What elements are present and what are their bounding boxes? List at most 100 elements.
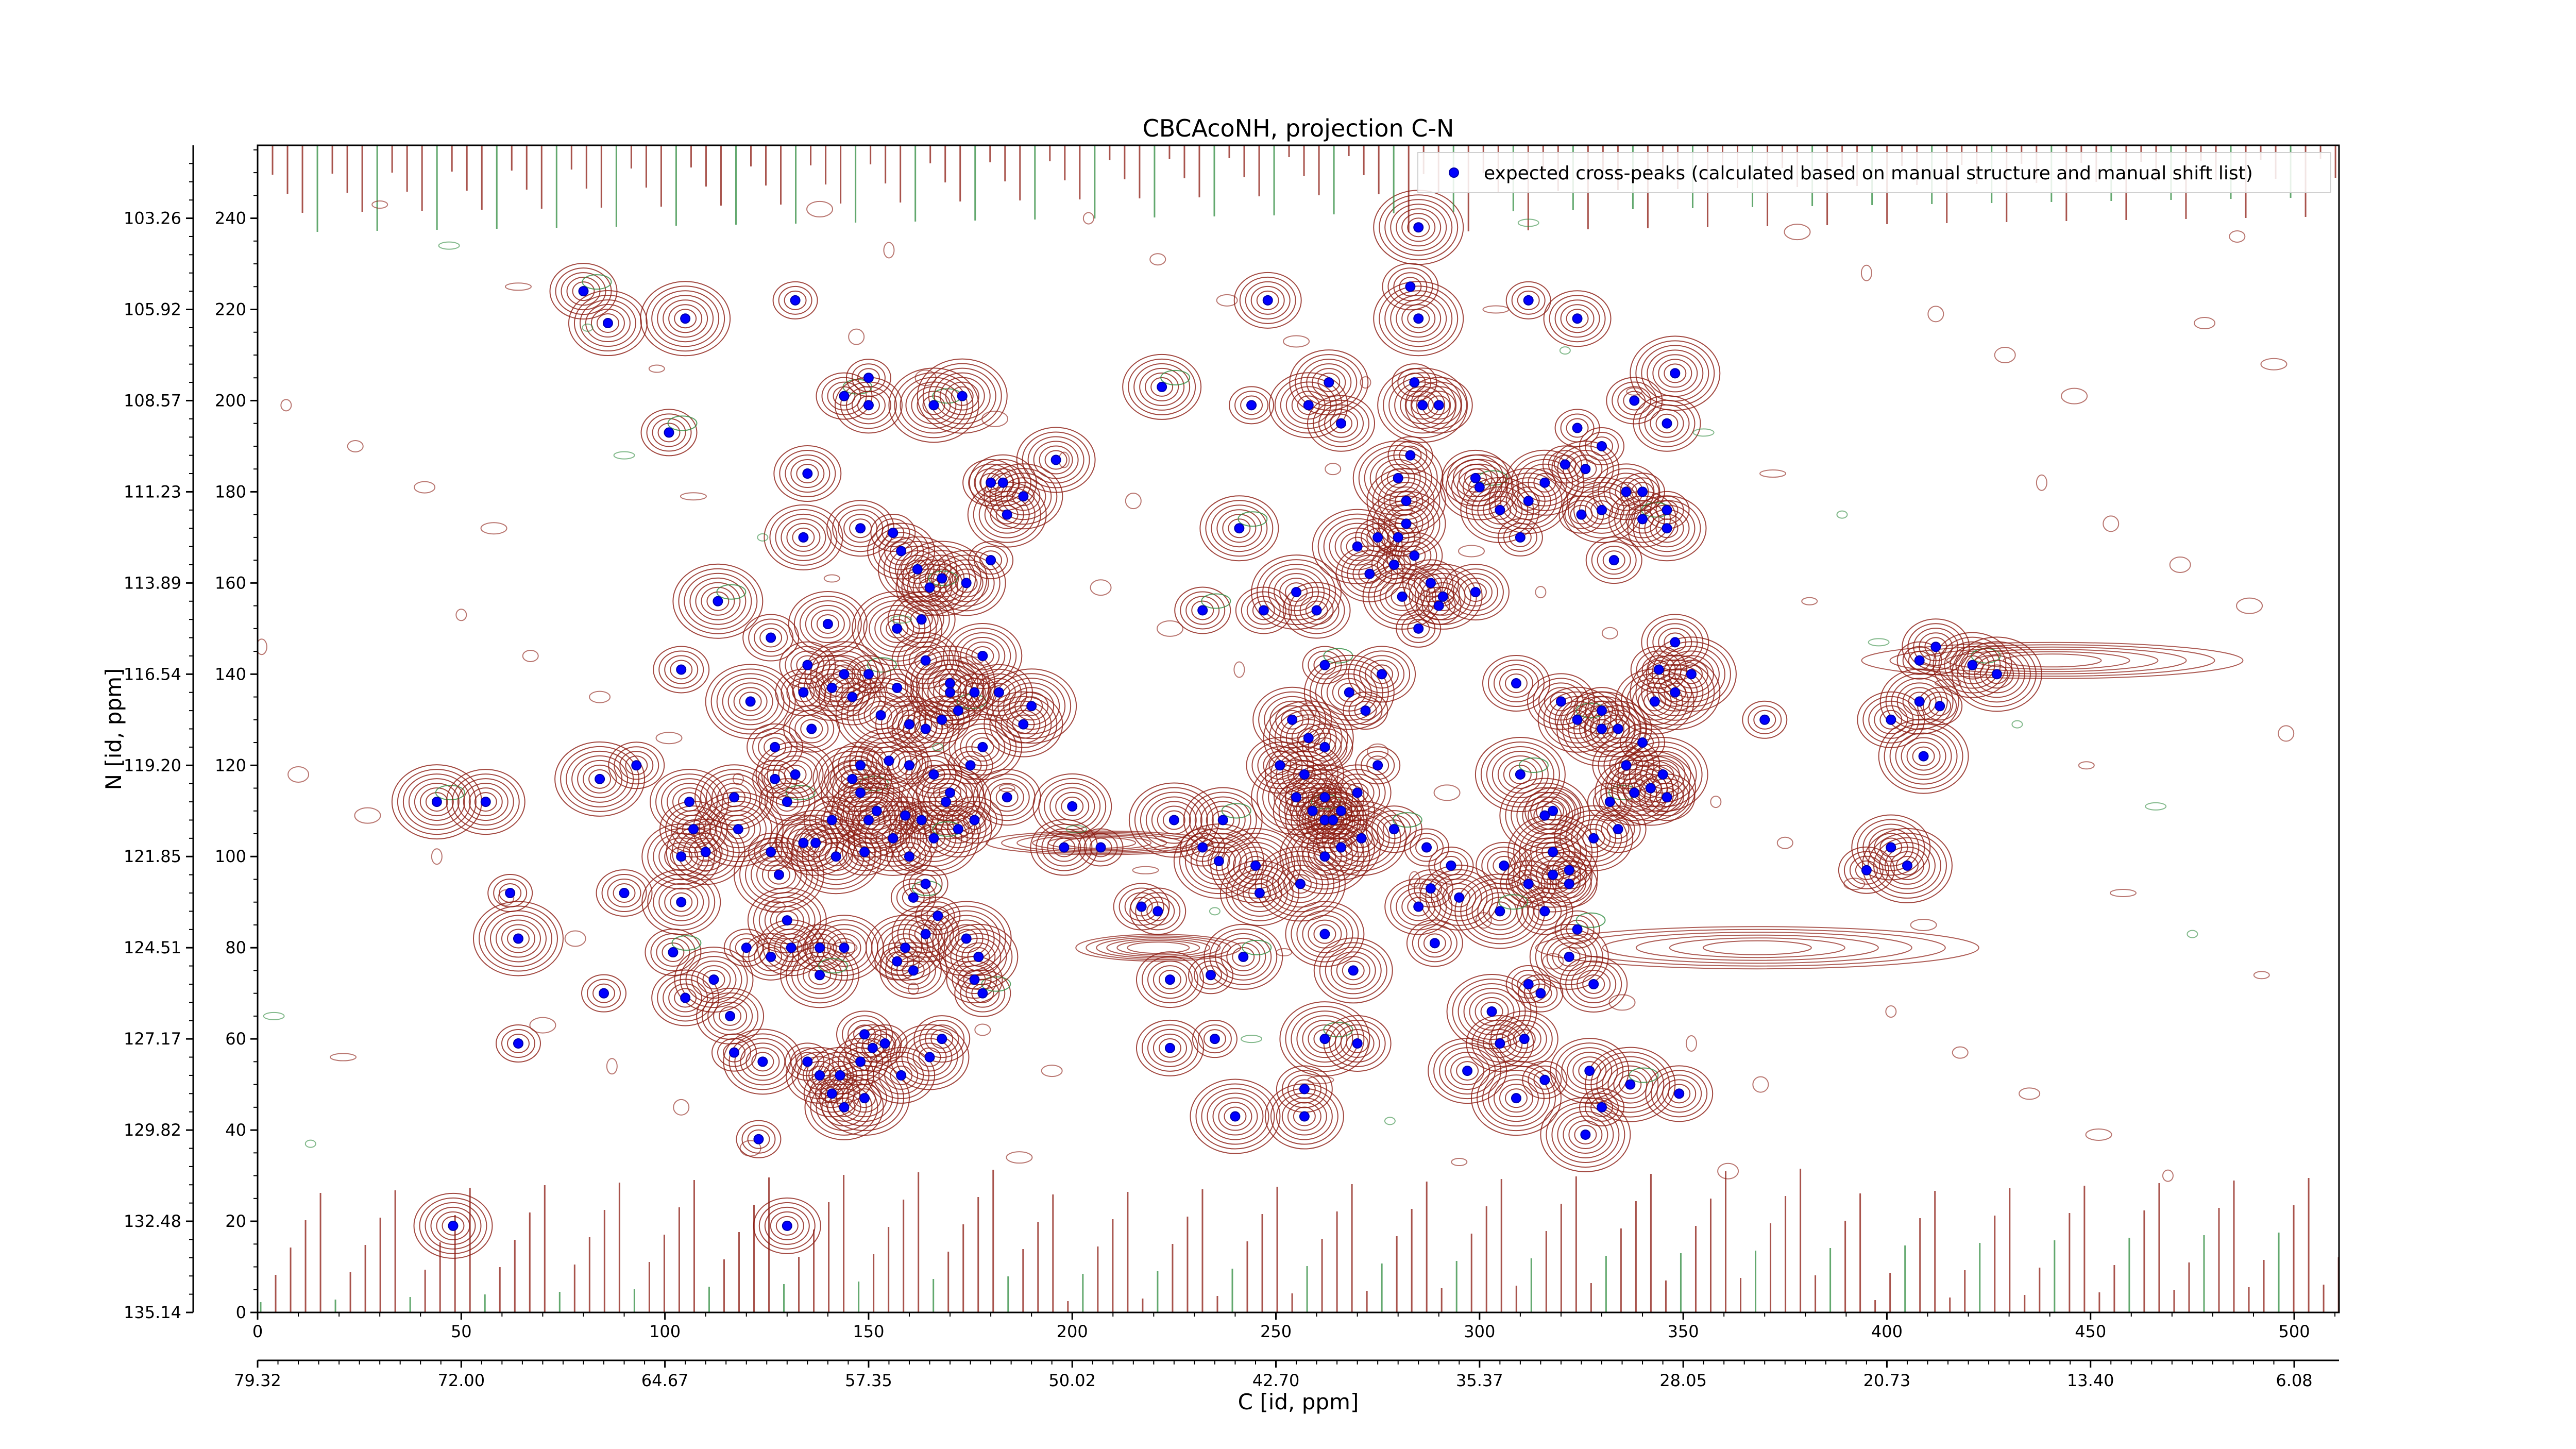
- expected-cross-peak: [680, 313, 691, 324]
- contour-ring-negative: [1498, 894, 1529, 910]
- contour-ring: [1282, 582, 1351, 639]
- contour-ring: [1268, 755, 1292, 776]
- contour-ring: [1511, 787, 1579, 844]
- expected-cross-peak: [790, 769, 801, 780]
- contour-ring: [691, 961, 737, 999]
- contour-ring: [952, 961, 997, 999]
- x-ppm-tick-label: 6.08: [2276, 1371, 2312, 1390]
- contour-ring: [1566, 309, 1589, 329]
- y-ppm-tick-label: 103.26: [124, 209, 181, 228]
- contour-ring: [853, 1088, 876, 1108]
- noise-contour: [1125, 493, 1142, 510]
- expected-cross-peak: [1157, 381, 1167, 392]
- contour-ring: [572, 281, 595, 301]
- contour-ring: [1394, 381, 1451, 429]
- contour-ring: [944, 928, 1013, 985]
- noise-contour: [2103, 515, 2120, 532]
- expected-cross-peak: [1409, 550, 1420, 561]
- contour-ring: [1211, 810, 1234, 830]
- contour-ring: [1476, 1065, 1556, 1132]
- contour-ring: [1464, 582, 1487, 602]
- contour-ring: [688, 837, 723, 867]
- contour-ring: [1445, 1052, 1490, 1090]
- expected-cross-peak: [892, 682, 903, 693]
- x-tick-label: 450: [2075, 1322, 2106, 1341]
- expected-cross-peak: [1515, 769, 1526, 780]
- contour-ring: [1370, 664, 1394, 684]
- contour-ring: [1554, 910, 1600, 949]
- contour-ring: [1257, 559, 1336, 626]
- expected-cross-peak: [941, 797, 952, 807]
- contour-ring: [775, 1216, 799, 1236]
- contour-ring: [571, 755, 629, 803]
- contour-ring: [723, 1042, 746, 1063]
- y-tick-label: 100: [215, 847, 246, 866]
- contour-ring: [1340, 778, 1375, 807]
- expected-cross-peak: [953, 824, 963, 835]
- contour-ring: [1020, 696, 1043, 716]
- expected-cross-peak: [997, 477, 1008, 488]
- contour-ring: [658, 650, 704, 689]
- contour-ring: [1450, 1056, 1485, 1086]
- noise-contour: [2236, 597, 2263, 614]
- contour-ring: [913, 696, 971, 744]
- contour-ring: [577, 760, 623, 798]
- contour-ring: [895, 559, 964, 616]
- noise-contour: [1517, 218, 1539, 227]
- contour-ring: [717, 783, 752, 812]
- expected-cross-peak: [1511, 1093, 1521, 1104]
- contour-ring: [1456, 1061, 1479, 1081]
- noise-contour: [2061, 387, 2088, 405]
- contour-ring: [506, 1033, 530, 1053]
- contour-ring: [1503, 760, 1537, 789]
- noise-contour: [1559, 346, 1571, 355]
- expected-cross-peak: [1597, 1102, 1607, 1113]
- contour-ring: [939, 377, 985, 415]
- contour-ring: [1505, 782, 1585, 849]
- expected-cross-peak: [904, 760, 914, 771]
- contour-ring: [1391, 586, 1414, 606]
- contour-ring: [917, 823, 951, 853]
- contour-ring: [397, 769, 477, 835]
- expected-cross-peak: [1629, 787, 1640, 798]
- expected-cross-peak: [945, 678, 956, 689]
- contour-ring: [1197, 1024, 1232, 1054]
- contour-ring: [1415, 837, 1438, 857]
- contour-ring: [764, 504, 843, 570]
- contour-ring: [914, 924, 937, 944]
- expected-cross-peak: [1336, 418, 1347, 429]
- contour-ring: [1549, 295, 1606, 343]
- expected-cross-peak: [1397, 591, 1408, 602]
- contour-ring: [986, 668, 1077, 744]
- contour-ring: [1333, 814, 1390, 862]
- contour-ring: [1403, 546, 1426, 566]
- contour-ring: [1504, 1088, 1528, 1108]
- contour-ring: [1511, 486, 1546, 516]
- contour-ring: [1652, 354, 1698, 393]
- expected-cross-peak: [863, 373, 874, 383]
- contour-ring: [1906, 742, 1941, 771]
- contour-ring: [808, 965, 832, 985]
- contour-ring: [1849, 855, 1884, 885]
- noise-contour: [263, 1012, 285, 1020]
- expected-cross-peak: [1991, 669, 2002, 680]
- x-tick-label: 150: [853, 1322, 884, 1341]
- contour-ring: [1145, 372, 1179, 401]
- expected-cross-peak: [1588, 833, 1599, 844]
- contour-ring: [1049, 787, 1095, 825]
- expected-cross-peak: [1670, 687, 1681, 698]
- contour-ring: [1475, 997, 1509, 1026]
- contour-ring: [1895, 732, 1952, 780]
- contour-ring: [1201, 847, 1236, 876]
- contour-ring: [1477, 491, 1523, 529]
- expected-cross-peak: [1405, 450, 1416, 461]
- contour-ring: [1358, 445, 1438, 511]
- contour-ring: [1407, 309, 1430, 329]
- contour-ring: [748, 833, 794, 871]
- contour-ring: [1377, 815, 1411, 844]
- noise-contour: [2078, 761, 2095, 770]
- contour-ring: [832, 1038, 889, 1086]
- expected-cross-peak: [1588, 979, 1599, 989]
